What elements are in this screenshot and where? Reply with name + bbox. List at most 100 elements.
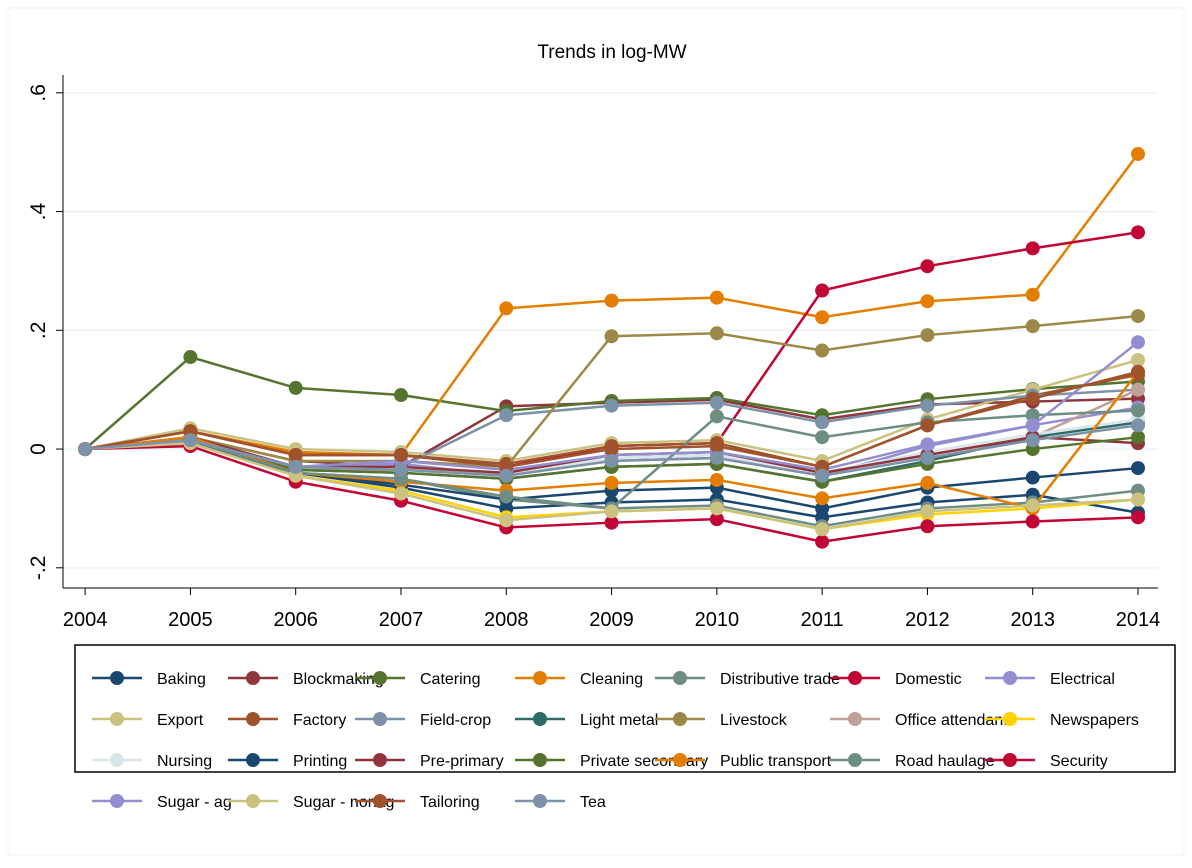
point	[815, 468, 830, 483]
point	[815, 310, 830, 325]
point	[920, 294, 935, 309]
legend-label: Tea	[580, 794, 606, 811]
point	[815, 491, 830, 506]
legend-marker	[246, 753, 260, 767]
point	[815, 430, 830, 445]
point	[1025, 241, 1040, 256]
legend-marker	[533, 712, 547, 726]
point	[1130, 492, 1145, 507]
point	[815, 283, 830, 298]
legend-label: Security	[1050, 753, 1108, 770]
legend-label: Distributive trade	[720, 671, 840, 688]
legend-marker	[673, 753, 687, 767]
point	[288, 380, 303, 395]
point	[499, 468, 514, 483]
point	[1130, 461, 1145, 476]
legend-marker	[848, 671, 862, 685]
point	[604, 504, 619, 519]
legend-label: Pre-primary	[420, 753, 504, 770]
legend-label: Newspapers	[1050, 712, 1139, 729]
legend-marker	[533, 671, 547, 685]
point	[393, 388, 408, 403]
point	[1130, 225, 1145, 240]
point	[288, 459, 303, 474]
point	[1130, 146, 1145, 161]
point	[183, 433, 198, 448]
point	[288, 448, 303, 462]
legend-marker	[848, 712, 862, 726]
x-tick-label: 2004	[63, 609, 108, 631]
legend-marker	[110, 753, 124, 767]
x-tick-label: 2014	[1116, 609, 1161, 631]
point	[1025, 418, 1040, 433]
point	[1130, 418, 1145, 433]
legend-label: Baking	[157, 671, 206, 688]
x-tick-label: 2007	[379, 609, 424, 631]
point	[183, 350, 198, 365]
point	[1130, 309, 1145, 324]
point	[1130, 382, 1145, 397]
point	[1130, 335, 1145, 350]
legend-marker	[373, 753, 387, 767]
point	[920, 437, 935, 452]
legend-label: Blockmaking	[293, 671, 384, 688]
point	[604, 515, 619, 530]
point	[815, 522, 830, 537]
point	[1025, 408, 1040, 423]
point	[920, 418, 935, 433]
point	[920, 259, 935, 274]
legend-marker	[673, 712, 687, 726]
point	[709, 395, 724, 410]
y-tick-label: -.2	[27, 556, 50, 581]
x-tick-label: 2013	[1010, 609, 1055, 631]
point	[604, 442, 619, 457]
point	[604, 475, 619, 490]
point	[709, 439, 724, 454]
point	[393, 486, 408, 501]
legend-label: Cleaning	[580, 671, 643, 688]
legend-label: Nursing	[157, 753, 212, 770]
point	[1130, 403, 1145, 418]
legend-marker	[673, 671, 687, 685]
point	[1025, 433, 1040, 448]
legend-marker	[1003, 753, 1017, 767]
legend-label: Livestock	[720, 712, 788, 729]
x-tick-label: 2012	[905, 609, 950, 631]
point	[499, 408, 514, 423]
legend-label: Sugar - ag	[157, 794, 232, 811]
legend-label: Field-crop	[420, 712, 491, 729]
point	[1130, 510, 1145, 525]
point	[709, 290, 724, 305]
legend-label: Light metal	[580, 712, 658, 729]
point	[1025, 287, 1040, 302]
legend-marker	[1003, 671, 1017, 685]
legend-label: Tailoring	[420, 794, 480, 811]
point	[920, 519, 935, 534]
legend-box	[74, 644, 1176, 773]
point	[815, 415, 830, 430]
legend-marker	[1003, 712, 1017, 726]
y-tick-label: .6	[27, 84, 50, 102]
x-tick-label: 2011	[801, 609, 844, 631]
point	[1130, 430, 1145, 445]
point	[920, 328, 935, 343]
y-tick-label: 0	[27, 443, 50, 455]
point	[499, 489, 514, 504]
point	[709, 512, 724, 527]
legend-marker	[246, 671, 260, 685]
legend-marker	[373, 794, 387, 808]
legend-marker	[110, 794, 124, 808]
point	[815, 343, 830, 358]
point	[920, 475, 935, 490]
x-tick-label: 2009	[589, 609, 634, 631]
x-tick-label: 2006	[273, 609, 318, 631]
legend-marker	[848, 753, 862, 767]
point	[1025, 470, 1040, 485]
point	[709, 472, 724, 487]
point	[1025, 391, 1040, 406]
point	[920, 504, 935, 519]
legend-label: Public transport	[720, 753, 832, 770]
legend-label: Printing	[293, 753, 347, 770]
point	[1130, 364, 1145, 379]
